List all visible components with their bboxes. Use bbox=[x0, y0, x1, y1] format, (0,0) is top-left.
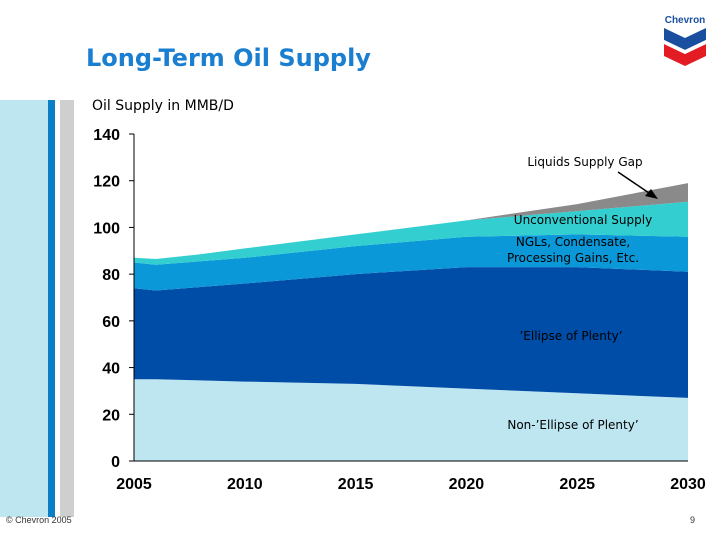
left-decor-panel bbox=[0, 100, 48, 517]
x-tick-label: 2020 bbox=[449, 476, 485, 493]
annotation-ellipse: ’Ellipse of Plenty’ bbox=[519, 329, 622, 343]
series-ellipse-area bbox=[134, 267, 688, 398]
annotation-ngl-line1: NGLs, Condensate, bbox=[516, 235, 630, 249]
x-tick-label: 2030 bbox=[670, 476, 706, 493]
left-decor-stripe bbox=[48, 100, 55, 517]
gap-arrow-line bbox=[617, 171, 653, 196]
axis-layer bbox=[133, 134, 688, 462]
x-tick-label: 2025 bbox=[559, 476, 595, 493]
y-tick-label: 140 bbox=[93, 127, 120, 144]
gap-arrow-head bbox=[645, 189, 658, 199]
y-tick-label: 20 bbox=[102, 407, 120, 424]
left-decor-gray-stripe bbox=[60, 100, 74, 517]
series-unconventional-area bbox=[134, 201, 688, 265]
annotation-ngl-line2: Processing Gains, Etc. bbox=[507, 251, 639, 265]
series-layer bbox=[134, 183, 688, 461]
series-non-ellipse-area bbox=[134, 379, 688, 461]
page-number: 9 bbox=[690, 515, 696, 525]
y-tick-label: 0 bbox=[111, 454, 120, 471]
y-tick-label: 40 bbox=[102, 361, 120, 378]
y-axis-label: Oil Supply in MMB/D bbox=[92, 98, 234, 114]
slide-title: Long-Term Oil Supply bbox=[86, 44, 371, 72]
chevron-logo: Chevron bbox=[664, 15, 706, 66]
copyright-text: © Chevron 2005 bbox=[6, 515, 72, 525]
y-tick-label: 80 bbox=[102, 267, 120, 284]
tick-layer: 0 20 40 60 80 100 120 140 2005 2010 2015 2020 2025 20… bbox=[93, 127, 706, 493]
annotation-gap: Liquids Supply Gap bbox=[527, 155, 642, 169]
series-ngl-area bbox=[134, 234, 688, 291]
y-tick-label: 120 bbox=[93, 174, 120, 191]
annotation-non-ellipse: Non-’Ellipse of Plenty’ bbox=[507, 418, 638, 432]
x-tick-label: 2005 bbox=[116, 476, 152, 493]
left-decor-gap bbox=[55, 100, 60, 517]
x-tick-label: 2010 bbox=[227, 476, 263, 493]
y-tick-label: 100 bbox=[93, 220, 120, 237]
y-tick-label: 60 bbox=[102, 314, 120, 331]
logo-text: Chevron bbox=[665, 15, 706, 26]
annotation-unconventional: Unconventional Supply bbox=[514, 213, 652, 227]
x-tick-label: 2015 bbox=[338, 476, 374, 493]
